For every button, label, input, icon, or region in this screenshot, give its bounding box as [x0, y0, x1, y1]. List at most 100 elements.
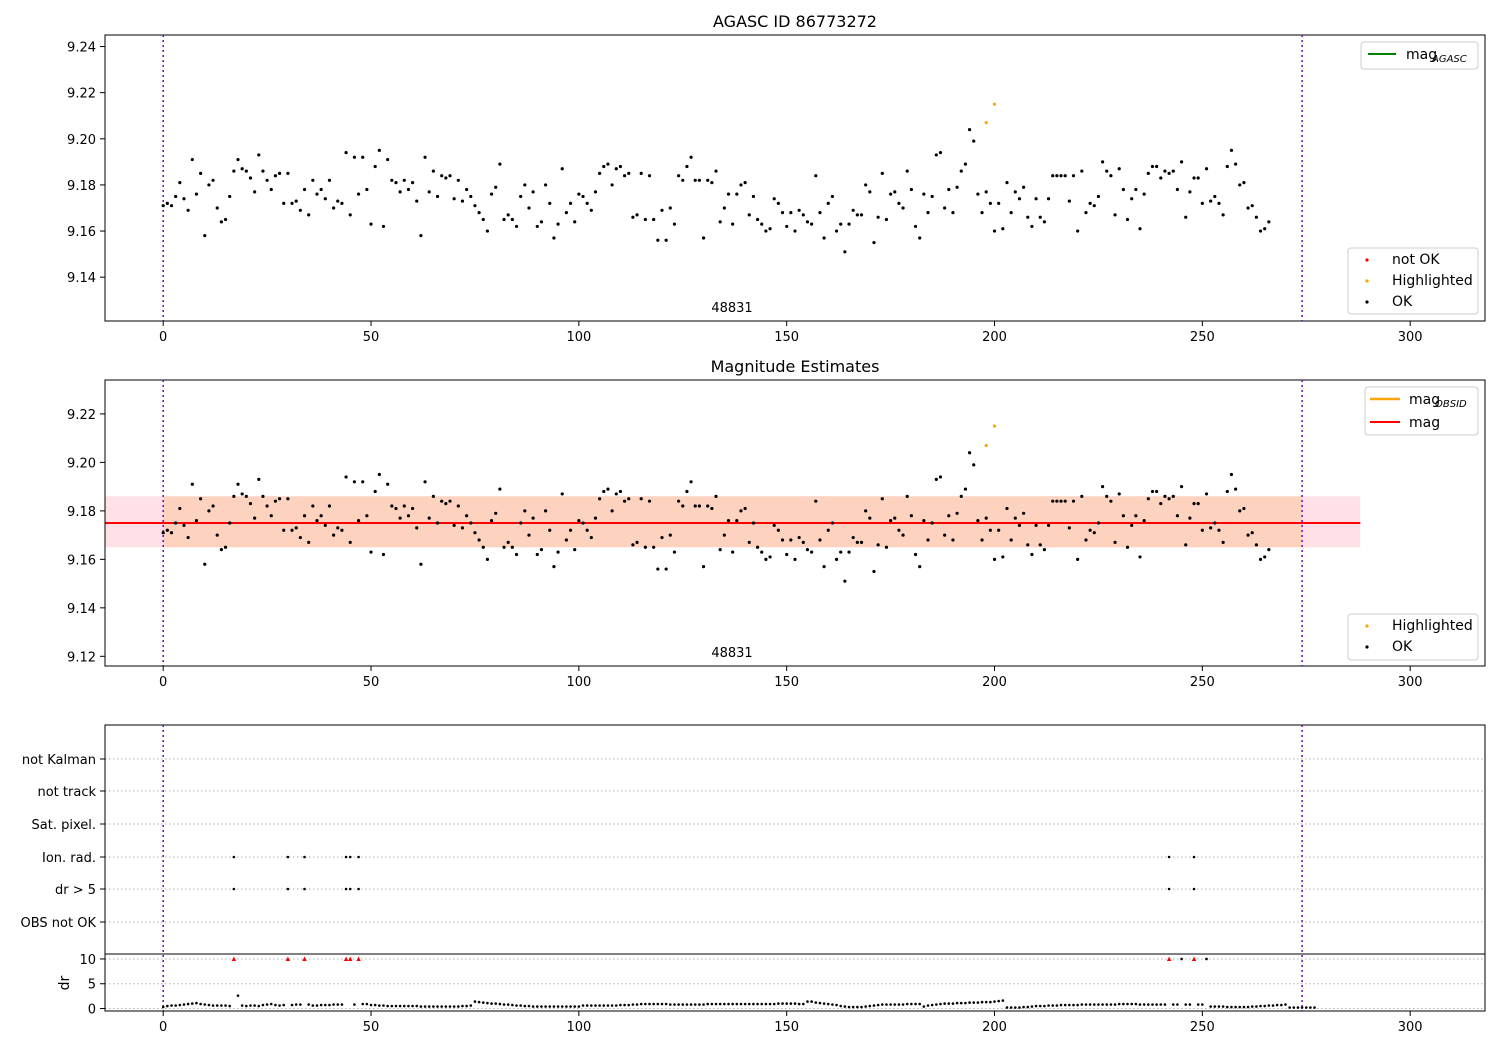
dr-point [390, 1004, 394, 1008]
ok-point [1055, 499, 1059, 503]
dr-point [918, 1002, 921, 1006]
ok-point [1080, 494, 1084, 498]
dr-point [432, 1005, 435, 1008]
ok-point [573, 548, 577, 552]
flag-row-label: not Kalman [22, 753, 96, 768]
ok-point [1046, 197, 1051, 201]
ok-point [1225, 164, 1229, 169]
ok-point [697, 504, 701, 508]
ok-point [373, 164, 377, 169]
ok-point [851, 208, 855, 212]
dr-point [868, 1004, 872, 1008]
dr-point [681, 1003, 685, 1006]
ok-point [801, 540, 805, 544]
ok-point [1063, 499, 1067, 503]
dr-point [1014, 1006, 1017, 1009]
dr-point [361, 1002, 365, 1006]
ok-point [1121, 514, 1125, 518]
ok-point [356, 192, 361, 196]
ok-point [460, 199, 465, 203]
dr-point [627, 1003, 631, 1007]
dr-point [718, 1002, 722, 1006]
dr-point [1084, 1003, 1088, 1006]
ok-point [465, 187, 469, 192]
x-tick-label: 50 [363, 1020, 380, 1035]
ok-point [506, 540, 510, 544]
panel-estimates-x-axis: 0 50 100 150 200 250 300 [159, 666, 1423, 690]
ok-point [814, 174, 818, 178]
ok-point [485, 557, 490, 561]
panel-agasc-legend-top-box [1360, 41, 1479, 70]
ok-point [531, 516, 535, 520]
ok-point [801, 213, 805, 217]
ok-point [647, 499, 652, 503]
ok-point [207, 509, 211, 513]
ok-point [731, 550, 735, 554]
ok-point [186, 535, 190, 540]
ok-point [681, 178, 685, 182]
flag-row-label: Sat. pixel. [32, 818, 96, 833]
dr-point [901, 1003, 905, 1006]
dr-point [851, 1005, 855, 1009]
dr-point [1001, 999, 1005, 1002]
ok-point [273, 174, 278, 178]
y-tick-label: 9.20 [67, 456, 96, 471]
dr-point [224, 1004, 227, 1007]
ok-point [710, 506, 714, 511]
ok-point [955, 185, 959, 189]
ok-point [1034, 197, 1038, 201]
ok-point [1125, 545, 1130, 549]
dr-point [269, 1002, 273, 1006]
ok-point [1200, 528, 1204, 532]
dr-point [876, 1003, 880, 1007]
ok-point [1080, 169, 1084, 173]
ok-point [440, 174, 444, 178]
ok-point [1246, 206, 1250, 210]
ok-point [228, 521, 232, 525]
ok-point [868, 190, 872, 194]
ok-point [593, 516, 598, 520]
ok-point [535, 224, 539, 229]
dr-clipped-marker [343, 956, 349, 961]
ok-point [1076, 557, 1080, 561]
panel-agasc-legend-top: mag AGASC [1360, 41, 1479, 70]
dr-point [1113, 1003, 1117, 1006]
dr-point [353, 1003, 356, 1006]
panel-estimates-legend-bottom-box [1347, 613, 1479, 661]
ok-point [390, 178, 394, 182]
ok-point [660, 208, 664, 212]
ok-point [893, 190, 897, 194]
ok-point [1213, 521, 1217, 525]
ok-point [419, 562, 423, 566]
dr-point [1184, 1003, 1188, 1006]
dr-point [386, 1004, 389, 1008]
dr-point [369, 1003, 373, 1007]
highlighted-point [984, 121, 988, 125]
ok-point [290, 201, 294, 205]
dr-point [265, 1003, 269, 1006]
ok-point [302, 514, 307, 518]
ok-point [834, 557, 839, 561]
dr-point [826, 1002, 830, 1006]
ok-point [1246, 533, 1250, 537]
ok-point [901, 206, 905, 210]
dr-point [565, 1005, 568, 1008]
ok-point [855, 540, 859, 544]
ok-point [938, 475, 943, 479]
ok-point [685, 164, 689, 169]
dr-point [1126, 1002, 1129, 1006]
ok-point [1200, 201, 1204, 205]
ok-point [618, 489, 623, 494]
ok-point [739, 183, 743, 187]
ok-point [718, 548, 722, 552]
dr-point [959, 1001, 963, 1005]
flag-point [286, 855, 290, 859]
dr-point [885, 1003, 888, 1006]
dr-point [1063, 1003, 1067, 1007]
ok-point [934, 477, 938, 481]
ok-point [1238, 509, 1242, 513]
ok-point [169, 204, 174, 208]
ok-point [261, 169, 265, 173]
dr-point [656, 1002, 660, 1006]
